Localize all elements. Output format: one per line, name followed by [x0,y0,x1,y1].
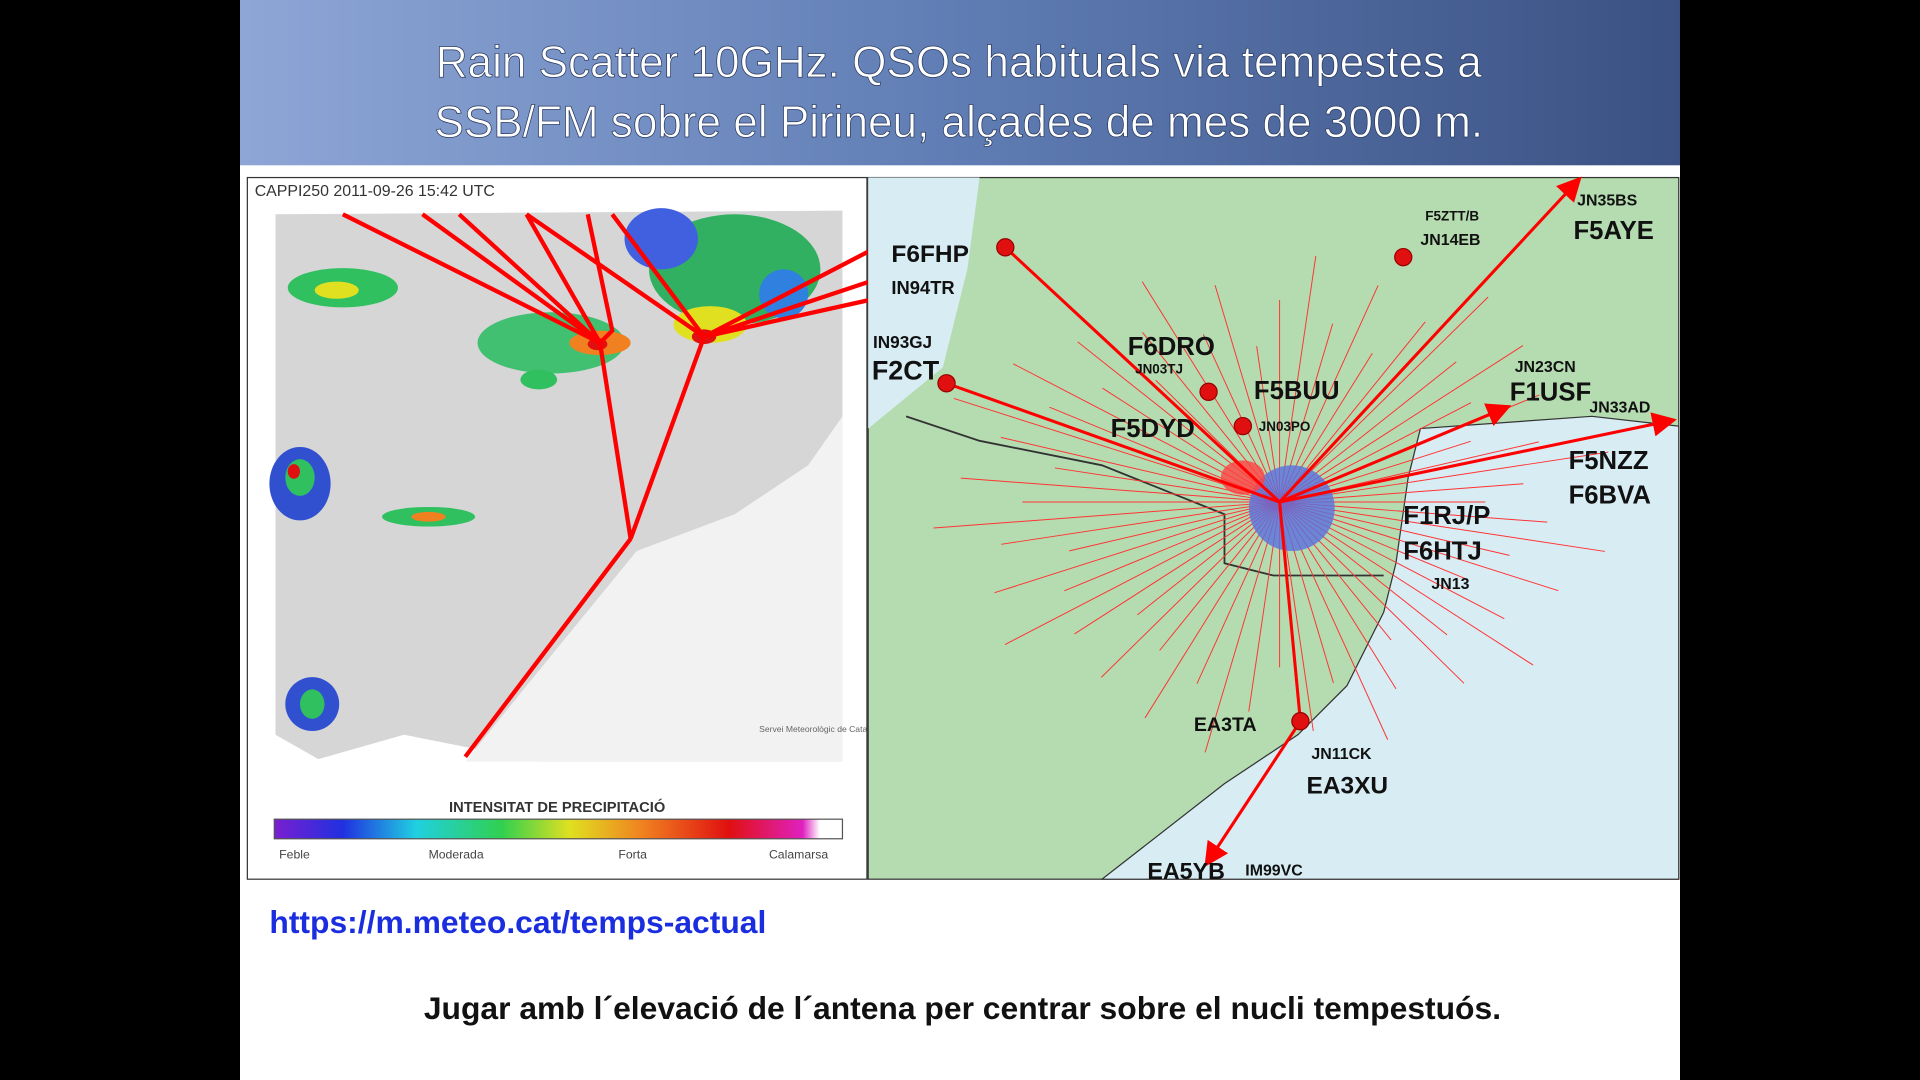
legend-label: Feble [279,847,310,861]
station-label: EA5YB [1147,858,1225,884]
ray [1001,501,1280,545]
station-label: F6HTJ [1403,538,1482,566]
ray [1069,501,1280,552]
station-label: F2CT [872,356,940,386]
station-label: F5ZTT/B [1425,208,1479,223]
ray [1144,501,1281,719]
legend-bar [273,818,844,840]
station-label: F5AYE [1573,217,1654,245]
radar-credit: Servei Meteorològic de Catalunya [759,724,888,734]
title: SSB/FM sobre el Pirineu, alçades de mes … [434,98,1483,147]
station-label: IN93GJ [873,332,932,352]
ray [1279,296,1489,503]
paths [946,176,1677,868]
caption: Jugar amb l´elevació de l´antena per cen… [424,990,1501,1026]
radar-paths [341,212,871,759]
station-label: JN03PO [1259,419,1311,434]
title-band [240,0,1680,166]
station-label: F6DRO [1128,333,1215,361]
ray [1214,285,1281,503]
ray [1204,501,1281,753]
station-label: F5NZZ [1569,447,1649,475]
station-label: JN14EB [1420,232,1480,249]
ray [1054,467,1280,503]
ray [1064,501,1280,592]
ray [1100,501,1280,678]
station-label: F1RJ/P [1403,502,1490,530]
station-label: EA3XU [1307,772,1389,799]
radar-sea [465,416,843,762]
station-label: F5BUU [1254,377,1340,405]
station-label: JN35BS [1577,193,1637,210]
station-label: JN13 [1431,576,1469,593]
stations [937,238,1413,731]
border [905,415,1384,577]
ray [960,477,1280,503]
station-label: F6FHP [891,241,969,268]
ray [1279,345,1524,503]
station-label: F1USF [1510,378,1591,406]
legend-label: Moderada [429,847,484,861]
ray [1074,501,1280,635]
station-label: IM99VC [1245,863,1303,880]
radar-timestamp: CAPPI250 2011-09-26 15:42 UTC [255,183,495,200]
link[interactable]: https://m.meteo.cat/temps-actual [269,904,766,940]
ray [1279,451,1609,503]
station-label: JN11CK [1311,746,1372,763]
station-label: IN94TR [891,277,954,298]
station-label: JN03TJ [1135,361,1183,376]
radar-map: CAPPI250 2011-09-26 15:42 UTC Servei Met… [246,176,888,880]
ray [1279,255,1317,503]
mediterranean [1100,415,1680,880]
station-label: JN33AD [1589,400,1650,417]
ray [994,501,1280,594]
ray [1004,501,1280,645]
atlantic [868,177,980,429]
legend-label: Forta [618,847,647,861]
ray [933,501,1280,529]
legend-label: Calamarsa [769,847,828,861]
title: Rain Scatter 10GHz. QSOs habituals via t… [436,38,1483,87]
station-label: JN23CN [1515,359,1576,376]
station-label: F6BVA [1569,481,1651,509]
station-label: EA3TA [1194,714,1257,736]
legend-title: INTENSITAT DE PRECIPITACIÓ [449,798,665,816]
station-label: F5DYD [1111,415,1195,443]
